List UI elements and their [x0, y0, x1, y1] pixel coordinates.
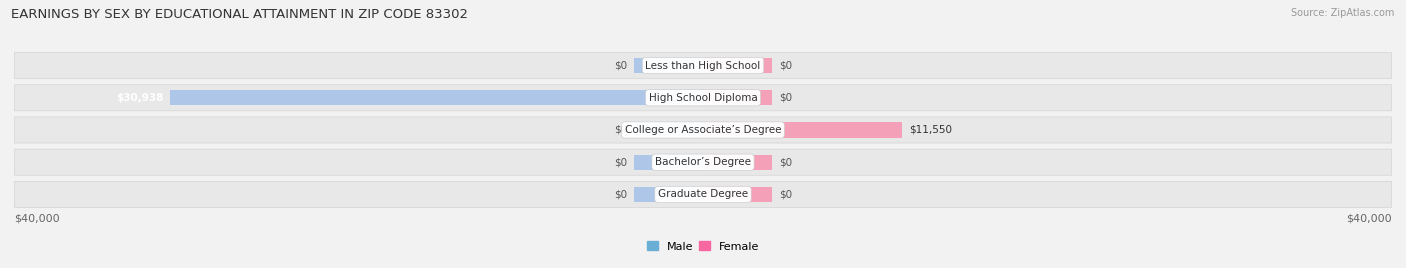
Bar	[703, 187, 772, 202]
Bar	[634, 187, 703, 202]
FancyBboxPatch shape	[14, 53, 1392, 79]
Bar	[703, 90, 772, 105]
Text: $0: $0	[614, 189, 627, 199]
Text: EARNINGS BY SEX BY EDUCATIONAL ATTAINMENT IN ZIP CODE 83302: EARNINGS BY SEX BY EDUCATIONAL ATTAINMEN…	[11, 8, 468, 21]
FancyBboxPatch shape	[14, 149, 1392, 175]
Text: $0: $0	[779, 93, 792, 103]
Text: Source: ZipAtlas.com: Source: ZipAtlas.com	[1291, 8, 1395, 18]
Text: $0: $0	[614, 61, 627, 70]
Text: $0: $0	[779, 189, 792, 199]
Bar	[703, 122, 901, 137]
FancyBboxPatch shape	[14, 181, 1392, 207]
Text: $11,550: $11,550	[908, 125, 952, 135]
Text: College or Associate’s Degree: College or Associate’s Degree	[624, 125, 782, 135]
Text: High School Diploma: High School Diploma	[648, 93, 758, 103]
Legend: Male, Female: Male, Female	[643, 237, 763, 256]
FancyBboxPatch shape	[14, 117, 1392, 143]
Bar	[634, 122, 703, 137]
Text: Bachelor’s Degree: Bachelor’s Degree	[655, 157, 751, 167]
Text: $40,000: $40,000	[14, 214, 59, 224]
Bar	[634, 58, 703, 73]
Text: $0: $0	[614, 157, 627, 167]
Text: $40,000: $40,000	[1347, 214, 1392, 224]
Text: Graduate Degree: Graduate Degree	[658, 189, 748, 199]
Bar	[703, 155, 772, 170]
Text: Less than High School: Less than High School	[645, 61, 761, 70]
Bar	[170, 90, 703, 105]
FancyBboxPatch shape	[14, 85, 1392, 111]
Bar	[703, 58, 772, 73]
Text: $0: $0	[614, 125, 627, 135]
Bar	[634, 155, 703, 170]
Text: $0: $0	[779, 157, 792, 167]
Text: $30,938: $30,938	[115, 93, 163, 103]
Text: $0: $0	[779, 61, 792, 70]
